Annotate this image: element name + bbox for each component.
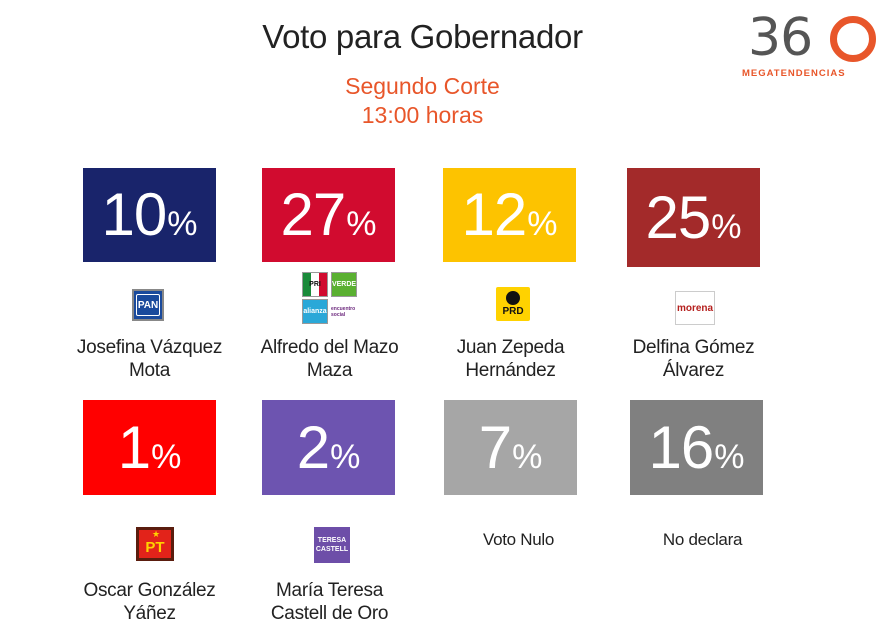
candidate-name-line2: Álvarez bbox=[662, 360, 725, 381]
no-declara-label: No declara bbox=[662, 530, 743, 549]
candidate-label: María Teresa Castell de Oro bbox=[238, 579, 421, 625]
pt-logo-text: PT bbox=[145, 538, 165, 556]
candidate-name-line1: Delfina Gómez bbox=[632, 337, 755, 358]
result-box: 7% bbox=[444, 400, 577, 495]
voto-nulo-label: Voto Nulo bbox=[482, 530, 555, 549]
result-value: 12 bbox=[461, 181, 528, 248]
candidate-label: Juan Zepeda Hernández bbox=[419, 336, 602, 382]
percent-sign: % bbox=[346, 205, 377, 243]
pri-logo-icon: PRI bbox=[302, 272, 328, 297]
percent-sign: % bbox=[714, 437, 745, 476]
result-box: 2% bbox=[262, 400, 395, 495]
morena-logo-text: morena bbox=[676, 302, 714, 314]
percent-sign: % bbox=[167, 205, 198, 243]
result-box: 10% bbox=[83, 168, 216, 262]
prd-sun-icon bbox=[506, 291, 520, 305]
result-box: 27% bbox=[262, 168, 395, 262]
candidate-name-line2: Castell de Oro bbox=[270, 603, 389, 624]
candidate-name-line1: María Teresa bbox=[276, 580, 383, 601]
result-value: 1 bbox=[117, 413, 151, 481]
result-box: 25% bbox=[627, 168, 760, 267]
subtitle-time: 13:00 horas bbox=[361, 102, 484, 128]
prd-logo-icon: PRD bbox=[496, 287, 530, 321]
candidate-label: Delfina Gómez Álvarez bbox=[602, 336, 785, 382]
morena-logo-icon: morena bbox=[675, 291, 715, 325]
candidate-name-line2: Yáñez bbox=[123, 603, 176, 624]
prd-logo-text: PRD bbox=[502, 306, 524, 317]
castell-logo-text-1: TERESA bbox=[317, 537, 347, 544]
candidate-label: Oscar González Yáñez bbox=[58, 579, 241, 625]
logo-number: 36 bbox=[748, 8, 813, 68]
result-value: 7 bbox=[478, 413, 512, 481]
candidate-name-line2: Maza bbox=[306, 360, 353, 381]
logo-zero-ring-icon bbox=[830, 16, 876, 62]
candidate-label: Alfredo del Mazo Maza bbox=[238, 336, 421, 382]
candidate-name-line1: Alfredo del Mazo bbox=[260, 337, 399, 358]
percent-sign: % bbox=[527, 205, 558, 243]
pt-logo-icon: ★ PT bbox=[136, 527, 174, 561]
logo-tagline: MEGATENDENCIAS bbox=[742, 68, 846, 79]
page-title: Voto para Gobernador bbox=[262, 18, 583, 55]
pan-logo-text: PAN bbox=[136, 294, 160, 316]
percent-sign: % bbox=[151, 437, 182, 476]
pt-star-icon: ★ bbox=[152, 529, 161, 539]
page-subtitle: Segundo Corte 13:00 horas bbox=[0, 72, 845, 130]
result-value: 27 bbox=[280, 181, 347, 248]
candidate-label: Josefina Vázquez Mota bbox=[58, 336, 241, 382]
castell-logo-icon: TERESA CASTELL bbox=[314, 527, 350, 563]
subtitle-cut: Segundo Corte bbox=[345, 73, 500, 99]
verde-logo-icon: VERDE bbox=[331, 272, 357, 297]
candidate-name-line2: Mota bbox=[128, 360, 171, 381]
candidate-name-line1: Oscar González bbox=[83, 580, 216, 601]
castell-logo-text-2: CASTELL bbox=[315, 546, 349, 553]
result-value: 25 bbox=[645, 183, 712, 251]
candidate-name-line2: Hernández bbox=[465, 360, 556, 381]
result-value: 10 bbox=[101, 181, 168, 248]
pri-coalition-logo-icon: PRI VERDE alianza encuentro social bbox=[302, 272, 358, 328]
encuentro-social-logo-icon: encuentro social bbox=[331, 299, 357, 324]
percent-sign: % bbox=[512, 437, 543, 476]
result-box: 16% bbox=[630, 400, 763, 495]
candidate-name-line1: Juan Zepeda bbox=[456, 337, 565, 358]
candidate-name-line1: Josefina Vázquez bbox=[76, 337, 223, 358]
percent-sign: % bbox=[330, 437, 361, 476]
alianza-logo-icon: alianza bbox=[302, 299, 328, 324]
result-box: 1% bbox=[83, 400, 216, 495]
result-value: 16 bbox=[648, 413, 715, 481]
megatendencias-logo: 36 MEGATENDENCIAS bbox=[742, 8, 877, 83]
result-box: 12% bbox=[443, 168, 576, 262]
pan-logo-icon: PAN bbox=[132, 289, 164, 321]
result-value: 2 bbox=[296, 413, 330, 481]
percent-sign: % bbox=[711, 207, 742, 246]
